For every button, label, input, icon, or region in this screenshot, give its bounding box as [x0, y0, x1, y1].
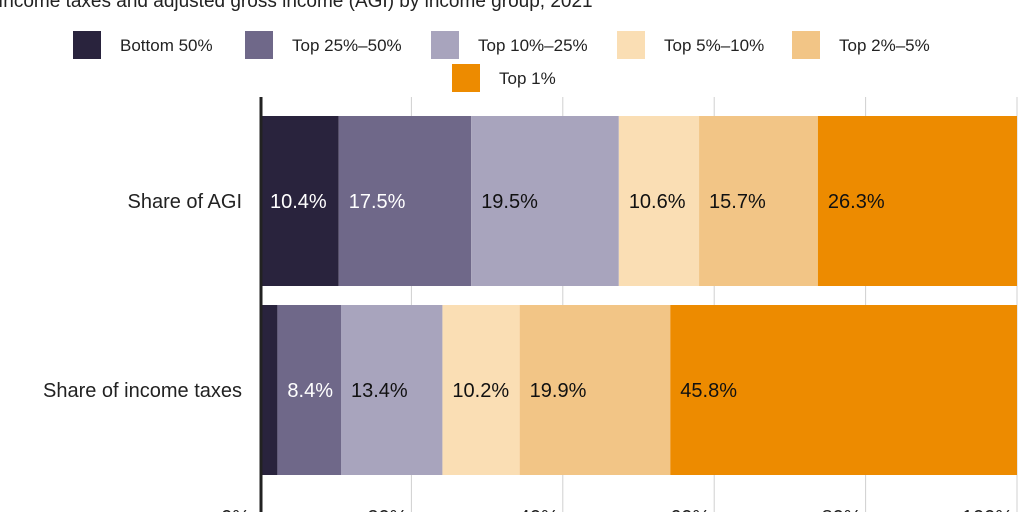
bar-segment	[260, 116, 339, 286]
bar-segment	[817, 116, 1017, 286]
category-label: Share of AGI	[127, 191, 242, 213]
bar-segment	[277, 305, 341, 475]
bar-segment	[618, 116, 700, 286]
bar-segment	[442, 305, 520, 475]
data-label: 10.4%	[270, 191, 327, 213]
bar-segment	[699, 116, 818, 286]
data-label: 10.6%	[629, 191, 686, 213]
legend-label: Top 5%–10%	[664, 36, 764, 55]
legend-swatch	[617, 31, 645, 59]
legend-swatch	[73, 31, 101, 59]
data-label: 19.5%	[481, 191, 538, 213]
legend-label: Top 2%–5%	[839, 36, 930, 55]
data-label: 17.5%	[349, 191, 406, 213]
data-label: 26.3%	[828, 191, 885, 213]
bar-segment	[338, 116, 472, 286]
x-tick-label: 60%	[670, 507, 710, 512]
bars: 10.4% 17.5% 19.5% 10.6% 15.7% 26.3% 8.4% 13.4% 1…	[260, 116, 1017, 475]
bar-segment	[260, 305, 278, 475]
legend-swatch	[792, 31, 820, 59]
legend-swatch	[245, 31, 273, 59]
x-tick-label: 100%	[962, 507, 1013, 512]
x-tick-label: 80%	[822, 507, 862, 512]
legend: Bottom 50% Top 25%–50% Top 10%–25% Top 5%–1…	[73, 31, 930, 92]
data-label: 15.7%	[709, 191, 766, 213]
legend-swatch	[452, 64, 480, 92]
data-label: 19.9%	[530, 380, 587, 402]
bar-segment	[670, 305, 1017, 475]
x-tick-labels: 0% 20% 40% 60% 80% 100%	[221, 507, 1013, 512]
chart-title: Income taxes and adjusted gross income (…	[0, 0, 593, 12]
category-label: Share of income taxes	[43, 380, 242, 402]
bar-segment	[519, 305, 671, 475]
data-label: 13.4%	[351, 380, 408, 402]
legend-label: Top 10%–25%	[478, 36, 588, 55]
data-label: 45.8%	[680, 380, 737, 402]
x-tick-label: 0%	[221, 507, 250, 512]
x-tick-label: 20%	[367, 507, 407, 512]
x-tick-label: 40%	[519, 507, 559, 512]
legend-label: Bottom 50%	[120, 36, 213, 55]
data-label: 8.4%	[287, 380, 333, 402]
category-labels: Share of AGI Share of income taxes	[43, 191, 242, 402]
data-label: 10.2%	[452, 380, 509, 402]
bar-segment	[340, 305, 443, 475]
legend-swatch	[431, 31, 459, 59]
legend-label: Top 1%	[499, 69, 556, 88]
bar-segment	[471, 116, 619, 286]
legend-label: Top 25%–50%	[292, 36, 402, 55]
